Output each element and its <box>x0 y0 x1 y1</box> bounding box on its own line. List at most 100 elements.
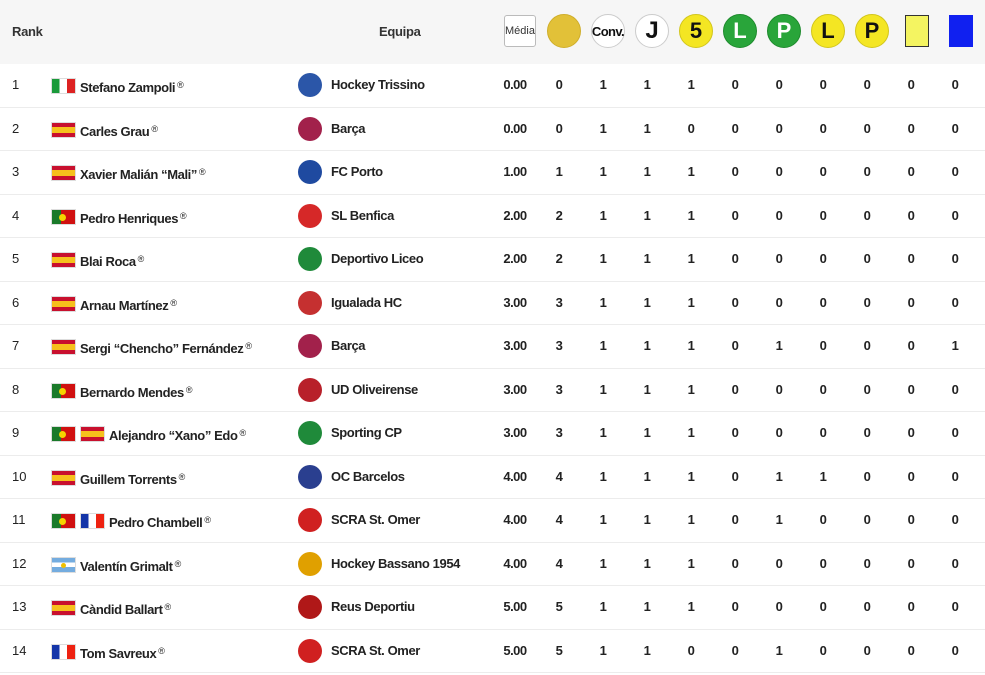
stat-cell: 0 <box>863 512 871 527</box>
team-name[interactable]: Hockey Trissino <box>331 77 425 92</box>
team-name[interactable]: OC Barcelos <box>331 468 405 484</box>
header-media[interactable]: Média <box>504 15 536 47</box>
registered-mark: ® <box>178 471 186 482</box>
stat-cell: 0 <box>731 77 739 92</box>
player-name[interactable]: Stefano Zampoli ® <box>80 64 184 106</box>
team-name[interactable]: Igualada HC <box>331 294 402 310</box>
table-row[interactable]: 13 Càndid Ballart ® Reus Deportiu 5.00 5 1 1 1 0 0… <box>0 586 985 630</box>
table-row[interactable]: 14 Tom Savreux ® SCRA St. Omer 5.00 5 1 1 0 0 1 0 0 0… <box>0 630 985 673</box>
team-name[interactable]: Deportivo Liceo <box>331 251 424 266</box>
player-name[interactable]: Pedro Henriques ® <box>80 195 187 237</box>
header-j[interactable]: J <box>635 14 669 48</box>
stat-cell: 1 <box>599 642 607 658</box>
player-name[interactable]: Tom Savreux ® <box>80 630 165 672</box>
registered-mark: ® <box>180 210 187 221</box>
rank-cell: 10 <box>12 468 27 484</box>
table-row[interactable]: 1 Stefano Zampoli ® Hockey Trissino 0.00 0 1 1 1… <box>0 64 985 108</box>
header-yellow-card-icon[interactable] <box>905 15 929 47</box>
table-row[interactable]: 11 Pedro Chambell ® SCRA St. Omer 4.00 4 1 1 1 0 1… <box>0 499 985 543</box>
player-name[interactable]: Xavier Malián “Mali” ® <box>80 151 206 193</box>
stat-cell: 0 <box>731 207 739 223</box>
registered-mark: ® <box>185 384 193 395</box>
stat-cell: 0 <box>819 164 827 179</box>
stat-cell: 1 <box>643 425 651 440</box>
stat-cell: 0 <box>819 207 827 223</box>
stat-cell: 1 <box>599 164 607 179</box>
registered-mark: ® <box>151 123 158 134</box>
team-name[interactable]: SCRA St. Omer <box>331 512 420 527</box>
stat-cell: 3 <box>555 294 563 310</box>
table-row[interactable]: 2 Carles Grau ® Barça 0.00 0 1 1 0 0 0 0 0 0 0 <box>0 108 985 151</box>
player-name[interactable]: Blai Roca ® <box>80 238 144 280</box>
table-row[interactable]: 5 Blai Roca ® Deportivo Liceo 2.00 2 1 1 1 0 0 0 0 0 0 <box>0 238 985 282</box>
stat-cell: 1 <box>687 294 695 310</box>
stat-cell: 0 <box>731 425 739 440</box>
stat-cell: 0 <box>775 120 783 136</box>
table-row[interactable]: 7 Sergi “Chencho” Fernández ® Barça 3.00 3 1 1 1… <box>0 325 985 369</box>
team-name[interactable]: Hockey Bassano 1954 <box>331 555 460 571</box>
stat-cell: 0 <box>687 642 695 658</box>
table-row[interactable]: 10 Guillem Torrents ® OC Barcelos 4.00 4 1 1 1 0 1… <box>0 456 985 499</box>
stat-cell: 1 <box>643 599 651 614</box>
player-name-text: Blai Roca <box>80 254 136 269</box>
table-row[interactable]: 6 Arnau Martínez ® Igualada HC 3.00 3 1 1 1 0 0 0 0 0… <box>0 282 985 325</box>
player-name[interactable]: Arnau Martínez ® <box>80 282 177 324</box>
flag-fr-icon <box>51 643 76 660</box>
stat-cell: 0 <box>775 381 783 397</box>
flag-pt-icon <box>51 426 76 442</box>
team-name[interactable]: Barça <box>331 120 366 136</box>
header-p-green[interactable]: P <box>767 14 801 48</box>
stat-cell: 0 <box>907 642 915 658</box>
stat-cell: 4 <box>555 468 563 484</box>
table-row[interactable]: 12 Valentín Grimalt ® Hockey Bassano 1954 4.… <box>0 543 985 586</box>
stat-cell: 1 <box>643 77 651 92</box>
player-name-text: Guillem Torrents <box>80 471 177 487</box>
player-name[interactable]: Sergi “Chencho” Fernández ® <box>80 325 252 367</box>
stat-cell: 0 <box>863 425 871 440</box>
team-name[interactable]: FC Porto <box>331 164 383 179</box>
stat-cell: 1 <box>599 120 607 136</box>
player-name[interactable]: Valentín Grimalt ® <box>80 543 181 585</box>
table-row[interactable]: 4 Pedro Henriques ® SL Benfica 2.00 2 1 1 1 0 0 0 0 0… <box>0 195 985 238</box>
player-name[interactable]: Guillem Torrents ® <box>80 456 185 498</box>
team-name[interactable]: UD Oliveirense <box>331 381 418 397</box>
rank-cell: 3 <box>12 164 20 179</box>
stat-cell: 0 <box>775 555 783 571</box>
player-name[interactable]: Pedro Chambell ® <box>109 499 211 541</box>
player-name[interactable]: Carles Grau ® <box>80 108 158 150</box>
team-name[interactable]: SL Benfica <box>331 207 394 223</box>
stat-cell: 0 <box>731 164 739 179</box>
stat-cell: 1 <box>687 338 695 353</box>
media-cell: 3.00 <box>503 381 527 397</box>
player-name-text: Xavier Malián “Mali” <box>80 167 197 182</box>
player-name[interactable]: Bernardo Mendes ® <box>80 369 192 411</box>
header-rank[interactable]: Rank <box>12 24 43 39</box>
stat-cell: 1 <box>599 77 607 92</box>
header-goals-icon[interactable] <box>547 14 581 48</box>
header-five[interactable]: 5 <box>679 14 713 48</box>
stat-cell: 0 <box>907 599 915 614</box>
table-row[interactable]: 9 Alejandro “Xano” Edo ® Sporting CP 3.00 3 1 1… <box>0 412 985 456</box>
player-name[interactable]: Alejandro “Xano” Edo ® <box>109 412 246 454</box>
team-logo-icon <box>298 508 322 532</box>
team-name[interactable]: Sporting CP <box>331 425 402 440</box>
stat-cell: 1 <box>951 338 959 353</box>
team-name[interactable]: SCRA St. Omer <box>331 642 420 658</box>
player-name[interactable]: Càndid Ballart ® <box>80 586 171 628</box>
stat-cell: 4 <box>555 512 563 527</box>
header-p-yellow[interactable]: P <box>855 14 889 48</box>
table-row[interactable]: 8 Bernardo Mendes ® UD Oliveirense 3.00 3 1 1 1 0… <box>0 369 985 412</box>
table-row[interactable]: 3 Xavier Malián “Mali” ® FC Porto 1.00 1 1 1 1 0 0… <box>0 151 985 195</box>
header-blue-card-icon[interactable] <box>949 15 973 47</box>
team-name[interactable]: Reus Deportiu <box>331 599 415 614</box>
header-l-green[interactable]: L <box>723 14 757 48</box>
player-name-text: Tom Savreux <box>80 645 157 661</box>
team-name[interactable]: Barça <box>331 338 366 353</box>
header-team[interactable]: Equipa <box>379 24 421 39</box>
media-cell: 4.00 <box>503 512 527 527</box>
header-l-yellow[interactable]: L <box>811 14 845 48</box>
stat-cell: 0 <box>863 164 871 179</box>
header-conv[interactable]: Conv. <box>591 14 625 48</box>
stat-cell: 0 <box>731 642 739 658</box>
